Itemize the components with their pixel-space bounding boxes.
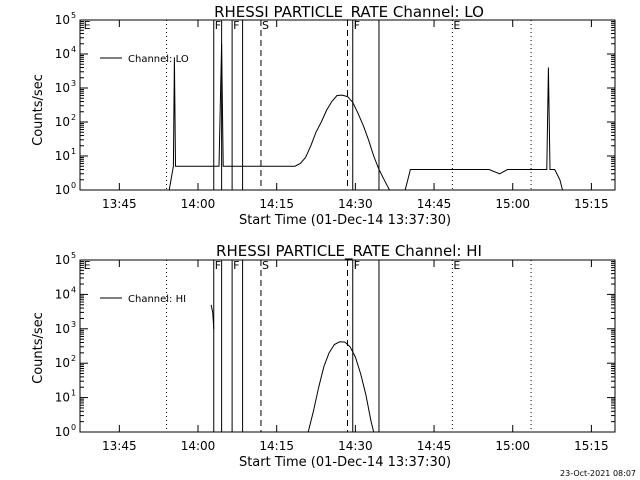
x-tick-label: 15:15: [574, 197, 609, 211]
y-tick-exponent: 3: [71, 320, 76, 329]
y-tick-exponent: 5: [71, 11, 76, 20]
y-tick-label: 10: [55, 13, 70, 27]
x-tick-label: 14:45: [417, 439, 452, 453]
flag-label: F: [233, 19, 239, 32]
y-tick-label: 10: [55, 115, 70, 129]
x-axis-label: Start Time (01-Dec-14 13:37:30): [239, 213, 451, 228]
x-tick-label: 15:00: [495, 439, 530, 453]
y-tick-exponent: 5: [71, 251, 76, 260]
flag-label: F: [354, 259, 360, 272]
y-tick-label: 10: [55, 287, 70, 301]
y-tick-exponent: 1: [71, 389, 76, 398]
y-tick-label: 10: [55, 322, 70, 336]
x-axis-label: Start Time (01-Dec-14 13:37:30): [239, 455, 451, 470]
y-axis-label: Counts/sec: [31, 312, 46, 384]
legend-entry: Channel: LO: [128, 54, 189, 65]
x-tick-label: 15:00: [495, 197, 530, 211]
y-tick-label: 10: [55, 425, 70, 439]
y-tick-label: 10: [55, 149, 70, 163]
y-tick-label: 10: [55, 47, 70, 61]
x-tick-label: 14:45: [417, 197, 452, 211]
panel-lo: RHESSI PARTICLE_RATE Channel: LO Counts/…: [31, 3, 616, 228]
series-lines: [80, 43, 610, 191]
flag-label: E: [453, 259, 460, 272]
x-tick-label: 14:30: [338, 439, 373, 453]
y-tick-label: 10: [55, 81, 70, 95]
y-axis-label: Counts/sec: [31, 74, 46, 146]
flag-label: E: [84, 19, 91, 32]
flag-label: F: [215, 19, 221, 32]
y-tick-exponent: 1: [71, 147, 76, 156]
series-line: [210, 304, 215, 329]
x-tick-label: 13:45: [102, 439, 137, 453]
x-tick-label: 14:15: [259, 439, 294, 453]
panel-hi: RHESSI PARTICLE_RATE Channel: HI Counts/…: [31, 242, 616, 470]
flag-label: F: [233, 259, 239, 272]
x-tick-label: 13:45: [102, 197, 137, 211]
legend: Channel: LO: [100, 54, 189, 65]
y-tick-exponent: 0: [71, 423, 76, 432]
y-tick-label: 10: [55, 183, 70, 197]
marker-lines: [166, 20, 532, 190]
series-lines: [210, 304, 375, 433]
x-ticks: 13:45 14:00 14:15 14:30 14:45 15:00 15:15: [102, 20, 609, 211]
x-ticks: 13:45 14:00 14:15 14:30 14:45 15:00 15:15: [102, 260, 609, 453]
marker-lines: [166, 260, 532, 432]
y-tick-exponent: 4: [71, 45, 76, 54]
flag-label: F: [215, 259, 221, 272]
y-tick-exponent: 4: [71, 285, 76, 294]
y-tick-exponent: 0: [71, 181, 76, 190]
series-line: [80, 43, 610, 191]
flag-label: E: [453, 19, 460, 32]
y-tick-exponent: 2: [71, 354, 76, 363]
flag-label: F: [354, 19, 360, 32]
y-tick-label: 10: [55, 391, 70, 405]
series-line: [307, 341, 375, 433]
flag-label: S: [262, 19, 269, 32]
x-tick-label: 14:00: [181, 439, 216, 453]
legend: Channel: HI: [100, 294, 186, 305]
x-tick-label: 15:15: [574, 439, 609, 453]
x-tick-label: 14:15: [259, 197, 294, 211]
flag-label: S: [262, 259, 269, 272]
legend-entry: Channel: HI: [128, 294, 186, 305]
y-tick-exponent: 2: [71, 113, 76, 122]
y-tick-label: 10: [55, 253, 70, 267]
flag-label: E: [84, 259, 91, 272]
generated-timestamp: 23-Oct-2021 08:07: [560, 469, 636, 478]
chart-title: RHESSI PARTICLE_RATE Channel: LO: [214, 3, 484, 22]
y-tick-label: 10: [55, 356, 70, 370]
x-tick-label: 14:30: [338, 197, 373, 211]
chart-title: RHESSI PARTICLE_RATE Channel: HI: [216, 242, 482, 261]
y-tick-exponent: 3: [71, 79, 76, 88]
x-tick-label: 14:00: [181, 197, 216, 211]
